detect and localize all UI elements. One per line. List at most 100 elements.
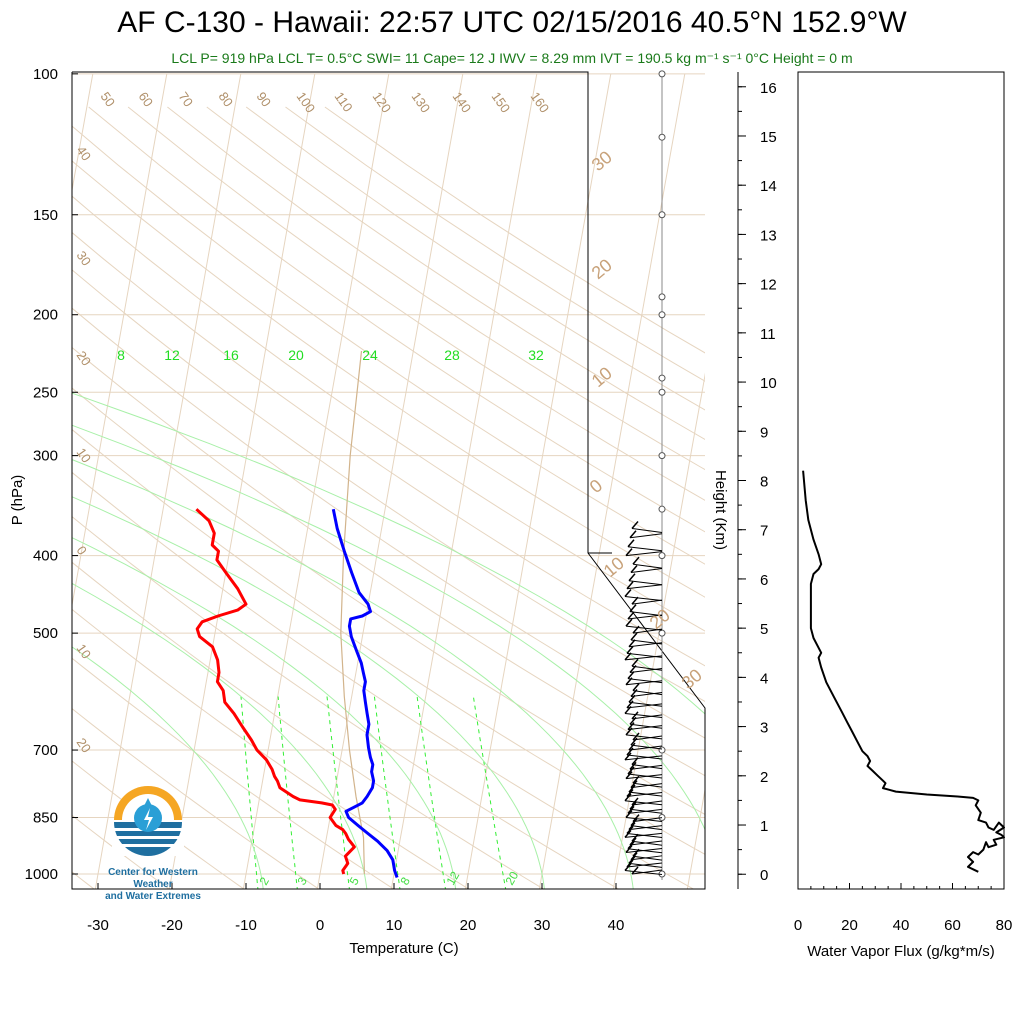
adiabat-label: 20: [74, 348, 95, 368]
height-tick-label: 9: [760, 424, 768, 441]
wind-barb: [627, 546, 663, 552]
wind-barb: [626, 703, 663, 709]
isotherm-line: [390, 73, 538, 889]
logo-caption: Center for Western Weather and Water Ext…: [88, 867, 218, 903]
wind-barb-flag: [627, 611, 635, 620]
moist-adiabat-line: [72, 582, 368, 889]
logo-caption-line1: Center for Western Weather: [108, 867, 198, 890]
adiabat-label: 150: [489, 89, 514, 115]
level-marker: [658, 211, 666, 219]
wind-barb-flag: [631, 797, 639, 806]
dry-adiabat-line: [72, 307, 705, 739]
adiabat-label: 130: [409, 89, 434, 115]
height-tick-label: 15: [760, 129, 777, 146]
wind-barb-flag: [628, 742, 636, 751]
wind-barb-flag: [630, 852, 638, 861]
mixing-ratio-lines: [72, 392, 705, 889]
wind-barb: [632, 690, 663, 696]
wind-barb-flag: [629, 837, 637, 846]
plot-frame: [71, 71, 706, 890]
wind-barb-flag: [630, 632, 638, 641]
adiabat-label: 90: [254, 89, 275, 109]
height-tick-label: 13: [760, 227, 777, 244]
wind-barb: [629, 723, 663, 729]
adiabat-label: 160: [528, 89, 553, 115]
dry-adiabat-line: [72, 561, 545, 889]
isotherm-label: 10: [588, 363, 616, 391]
wind-barb-flag: [625, 771, 633, 780]
y-axis-title: P (hPa): [9, 475, 26, 526]
flux-panel-border: [797, 71, 1005, 890]
wind-barb: [627, 808, 663, 814]
wind-barb-flag: [629, 716, 637, 725]
wind-barb-flag: [628, 639, 636, 648]
flux-tick-label: 40: [893, 917, 910, 934]
logo-caption-line2: and Water Extremes: [105, 891, 201, 902]
level-marker: [658, 452, 666, 460]
wind-barb: [625, 848, 663, 853]
dry-adiabat-line: [72, 231, 705, 667]
wind-barb-flag: [630, 818, 638, 827]
wind-barb: [632, 628, 663, 634]
y-tick-label: 1000: [25, 866, 58, 883]
level-marker: [658, 388, 666, 396]
wind-barb-flag: [632, 625, 640, 634]
height-tick-label: 4: [760, 670, 768, 687]
wind-barb: [624, 800, 663, 806]
y-tick-label: 300: [33, 448, 58, 465]
wind-barb: [629, 611, 663, 617]
wind-barb-flag: [626, 581, 634, 590]
level-marker: [658, 311, 666, 319]
mixing-ratio-label: 2: [256, 874, 272, 887]
wind-barb: [626, 791, 663, 797]
wind-barb-flag: [632, 775, 640, 784]
mixing-ratio-label: 20: [502, 869, 521, 888]
x-tick-label: 10: [386, 917, 403, 934]
dry-adiabat-line: [245, 106, 705, 411]
isotherm-line: [464, 73, 612, 889]
flux-tick-label: 0: [794, 917, 802, 934]
mixing-ratio-label: 8: [397, 874, 413, 887]
moist-adiabat-line: [72, 459, 634, 889]
dry-adiabat-line: [72, 471, 695, 889]
temperature-line: [195, 508, 356, 875]
dry-adiabat-line: [72, 657, 395, 889]
wind-barb-flag: [628, 855, 636, 864]
wind-barb: [629, 668, 663, 674]
wind-barb: [631, 869, 663, 875]
mixing-ratio-line: [277, 696, 298, 889]
level-marker: [658, 746, 666, 754]
dewpoint-line: [331, 508, 399, 879]
mixing-ratio-line: [416, 696, 446, 889]
wind-barb-flag: [625, 677, 633, 686]
level-marker: [658, 133, 666, 141]
mixing-ratio-label: 16: [223, 347, 239, 363]
wind-barb-flag: [625, 810, 633, 819]
x-tick-label: 40: [608, 917, 625, 934]
wind-barb: [630, 855, 663, 861]
wind-barb-flag: [626, 747, 634, 756]
wind-barb: [625, 680, 663, 686]
dry-adiabat-line: [127, 106, 705, 501]
wind-barb: [625, 551, 663, 557]
wind-barb-flag: [632, 556, 640, 565]
chart-subtitle: LCL P= 919 hPa LCL T= 0.5°C SWI= 11 Cape…: [171, 50, 853, 66]
mixing-ratio-label: 8: [117, 347, 125, 363]
chart-title: AF C-130 - Hawaii: 22:57 UTC 02/15/2016 …: [117, 6, 907, 39]
mixing-ratio-line: [472, 696, 507, 889]
adiabat-label: 100: [294, 89, 319, 115]
dry-adiabat-line: [72, 125, 705, 565]
wind-barb: [627, 725, 663, 731]
sounding-profiles: [195, 350, 399, 879]
height-tick-label: 10: [760, 375, 777, 392]
wind-barb: [631, 599, 663, 605]
wind-barb-flag: [625, 618, 633, 627]
height-tick-label: 3: [760, 720, 768, 737]
wind-barb-flag: [631, 658, 639, 667]
x-tick-label: 30: [534, 917, 551, 934]
wind-barb-flag: [625, 548, 633, 557]
wind-barb-flag: [629, 530, 637, 539]
adiabat-label: 80: [216, 89, 237, 109]
adiabat-label: 10: [74, 641, 95, 661]
parcel-path-line: [340, 350, 365, 875]
